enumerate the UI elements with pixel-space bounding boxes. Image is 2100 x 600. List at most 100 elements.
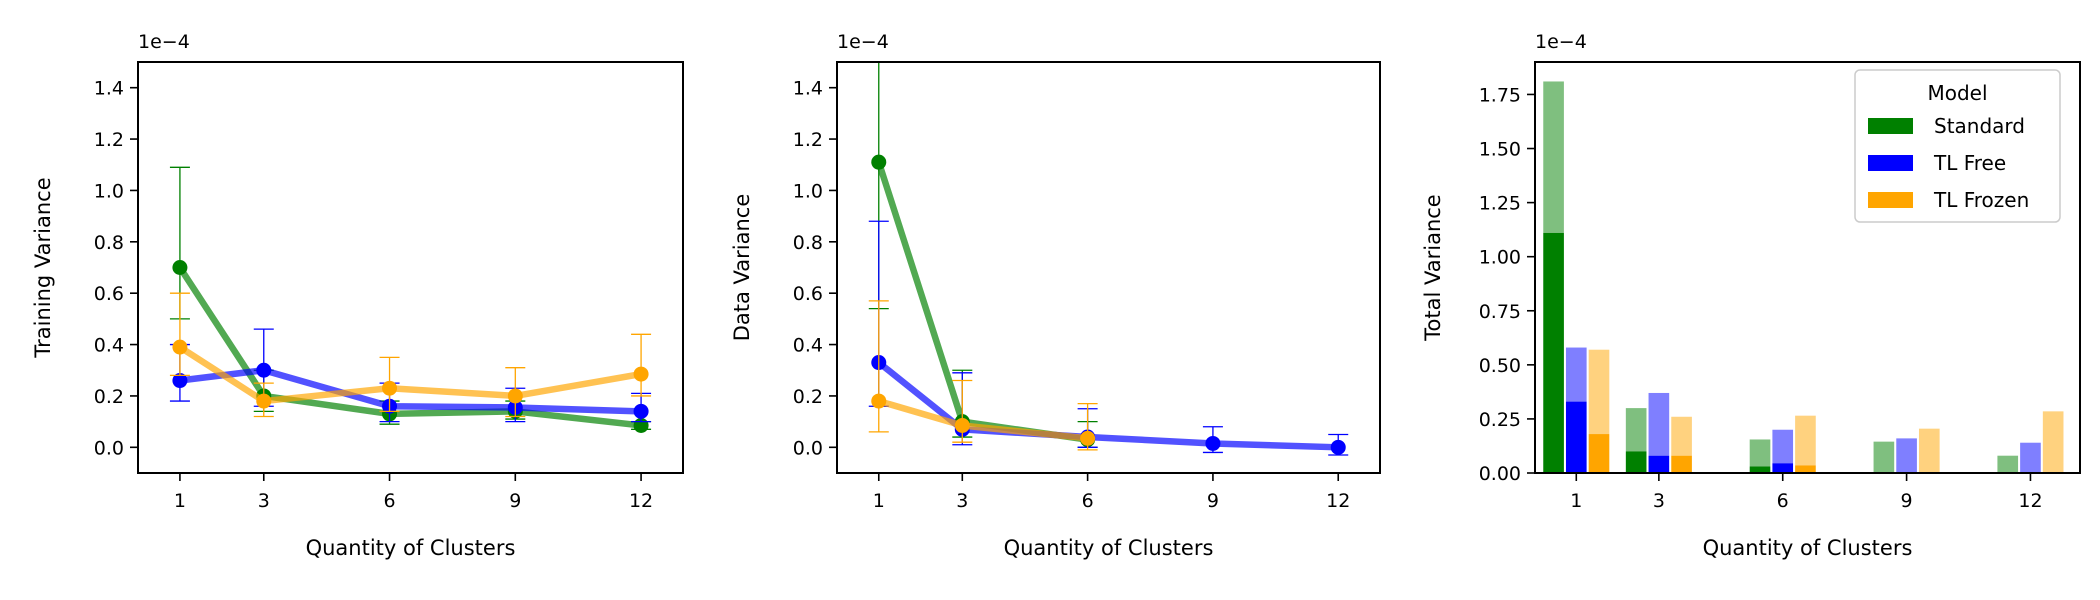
legend-swatch-tl_free xyxy=(1868,155,1913,171)
data-point xyxy=(633,403,649,419)
series-standard xyxy=(868,61,1098,448)
data-point xyxy=(871,393,887,409)
legend-entry: TL Frozen xyxy=(1933,188,2029,212)
data-point xyxy=(256,393,272,409)
bar-data-part xyxy=(1648,455,1670,473)
data-point xyxy=(954,417,970,433)
x-axis-label: Quantity of Clusters xyxy=(306,536,516,560)
x-tick-label: 1 xyxy=(1570,490,1582,512)
series-tl_frozen xyxy=(169,292,652,418)
bar-training-part xyxy=(1648,392,1670,456)
y-tick-label: 1.4 xyxy=(793,78,823,100)
x-tick-label: 12 xyxy=(2018,490,2042,512)
series-line-standard xyxy=(176,264,645,429)
exponent-label: 1e−4 xyxy=(138,31,190,53)
data-point xyxy=(256,362,272,378)
x-tick-label: 3 xyxy=(956,490,968,512)
y-axis-label: Total Variance xyxy=(1421,194,1445,341)
bar-training-part xyxy=(1918,428,1940,473)
x-tick-label: 6 xyxy=(1082,490,1094,512)
bar-training-part xyxy=(1625,408,1647,452)
y-tick-label: 1.0 xyxy=(94,180,124,202)
bar-training-part xyxy=(1873,441,1895,473)
y-axis-label: Training Variance xyxy=(31,177,55,358)
series-standard xyxy=(1543,81,2019,473)
series-tl_free xyxy=(169,328,652,423)
error-bar xyxy=(169,292,190,377)
y-tick-label: 0.75 xyxy=(1479,301,1521,323)
legend-swatch-standard xyxy=(1868,118,1913,134)
series-tl_free xyxy=(1565,347,2041,473)
x-axis-label: Quantity of Clusters xyxy=(1004,536,1214,560)
legend-entry: Standard xyxy=(1934,114,2025,138)
bar-data-part xyxy=(1588,434,1610,473)
y-tick-label: 0.0 xyxy=(94,437,124,459)
x-tick-label: 12 xyxy=(1326,490,1350,512)
bar-data-part xyxy=(1671,455,1692,473)
bar-training-part xyxy=(1588,349,1610,435)
y-tick-label: 1.2 xyxy=(94,129,124,151)
bar-data-part xyxy=(1749,466,1771,473)
y-tick-label: 0.6 xyxy=(793,283,823,305)
axes-frame xyxy=(137,61,684,474)
data-point xyxy=(382,380,398,396)
data-point xyxy=(1205,435,1221,451)
series-tl_frozen xyxy=(868,300,1098,451)
x-tick-label: 3 xyxy=(1653,490,1665,512)
y-tick-label: 0.2 xyxy=(793,386,823,408)
exponent-label: 1e−4 xyxy=(837,31,889,53)
x-tick-label: 6 xyxy=(383,490,395,512)
y-tick-label: 0.6 xyxy=(94,283,124,305)
y-tick-label: 1.0 xyxy=(793,180,823,202)
y-tick-label: 0.50 xyxy=(1479,355,1521,377)
y-tick-label: 0.8 xyxy=(793,232,823,254)
bar-training-part xyxy=(1795,415,1816,466)
y-tick-label: 1.25 xyxy=(1479,193,1521,215)
error-bar xyxy=(631,333,652,397)
bar-training-part xyxy=(1543,81,1564,233)
data-point xyxy=(172,339,188,355)
y-tick-label: 0.8 xyxy=(94,232,124,254)
series-tl_frozen xyxy=(1588,349,2064,473)
y-tick-label: 1.50 xyxy=(1479,139,1521,161)
x-axis-label: Quantity of Clusters xyxy=(1703,536,1913,560)
bar-training-part xyxy=(1565,347,1587,402)
axes-frame xyxy=(836,61,1381,474)
panel-data: 1 3 6 9 12 0.0 0.2 0.4 0.6 0.8 1.0 1.2 1.4 1e−4 Quanti… xyxy=(730,31,1381,560)
bar-training-part xyxy=(1997,455,2019,473)
bar-training-part xyxy=(2042,411,2064,473)
x-tick-label: 9 xyxy=(509,490,521,512)
series-line-standard xyxy=(875,158,1091,443)
bar-data-part xyxy=(1565,401,1587,473)
x-tick-label: 3 xyxy=(258,490,270,512)
bar-data-part xyxy=(1772,463,1794,473)
data-point xyxy=(1330,439,1346,455)
bar-data-part xyxy=(1795,465,1816,473)
bar-training-part xyxy=(1896,438,1917,473)
legend-box xyxy=(1854,69,2061,223)
panel-training: 1 3 6 9 12 0.0 0.2 0.4 0.6 0.8 1.0 1.2 1.4 1e−4 Quanti… xyxy=(31,31,684,560)
series-standard xyxy=(169,166,652,433)
y-tick-label: 1.75 xyxy=(1479,84,1521,106)
y-tick-label: 1.2 xyxy=(793,129,823,151)
y-tick-label: 0.2 xyxy=(94,386,124,408)
legend: Model Standard TL Free TL Frozen xyxy=(1854,69,2061,223)
bar-data-part xyxy=(1625,451,1647,473)
legend-entry: TL Free xyxy=(1933,151,2006,175)
data-point xyxy=(1080,430,1096,446)
bar-training-part xyxy=(1749,439,1771,467)
bar-data-part xyxy=(1543,232,1564,473)
y-tick-label: 0.0 xyxy=(793,437,823,459)
y-tick-label: 1.4 xyxy=(94,78,124,100)
y-tick-label: 0.4 xyxy=(94,335,124,357)
y-tick-label: 0.00 xyxy=(1479,463,1521,485)
panel-total: 1 3 6 9 12 0.00 0.25 0.50 0.75 1.00 1.25 1.50 1.75 1e… xyxy=(1421,31,2081,560)
exponent-label: 1e−4 xyxy=(1535,31,1587,53)
bar-training-part xyxy=(1772,429,1794,464)
x-tick-label: 1 xyxy=(873,490,885,512)
y-tick-label: 0.4 xyxy=(793,335,823,357)
legend-title: Model xyxy=(1927,81,1987,105)
data-point xyxy=(633,366,649,382)
bar-training-part xyxy=(2020,442,2041,473)
